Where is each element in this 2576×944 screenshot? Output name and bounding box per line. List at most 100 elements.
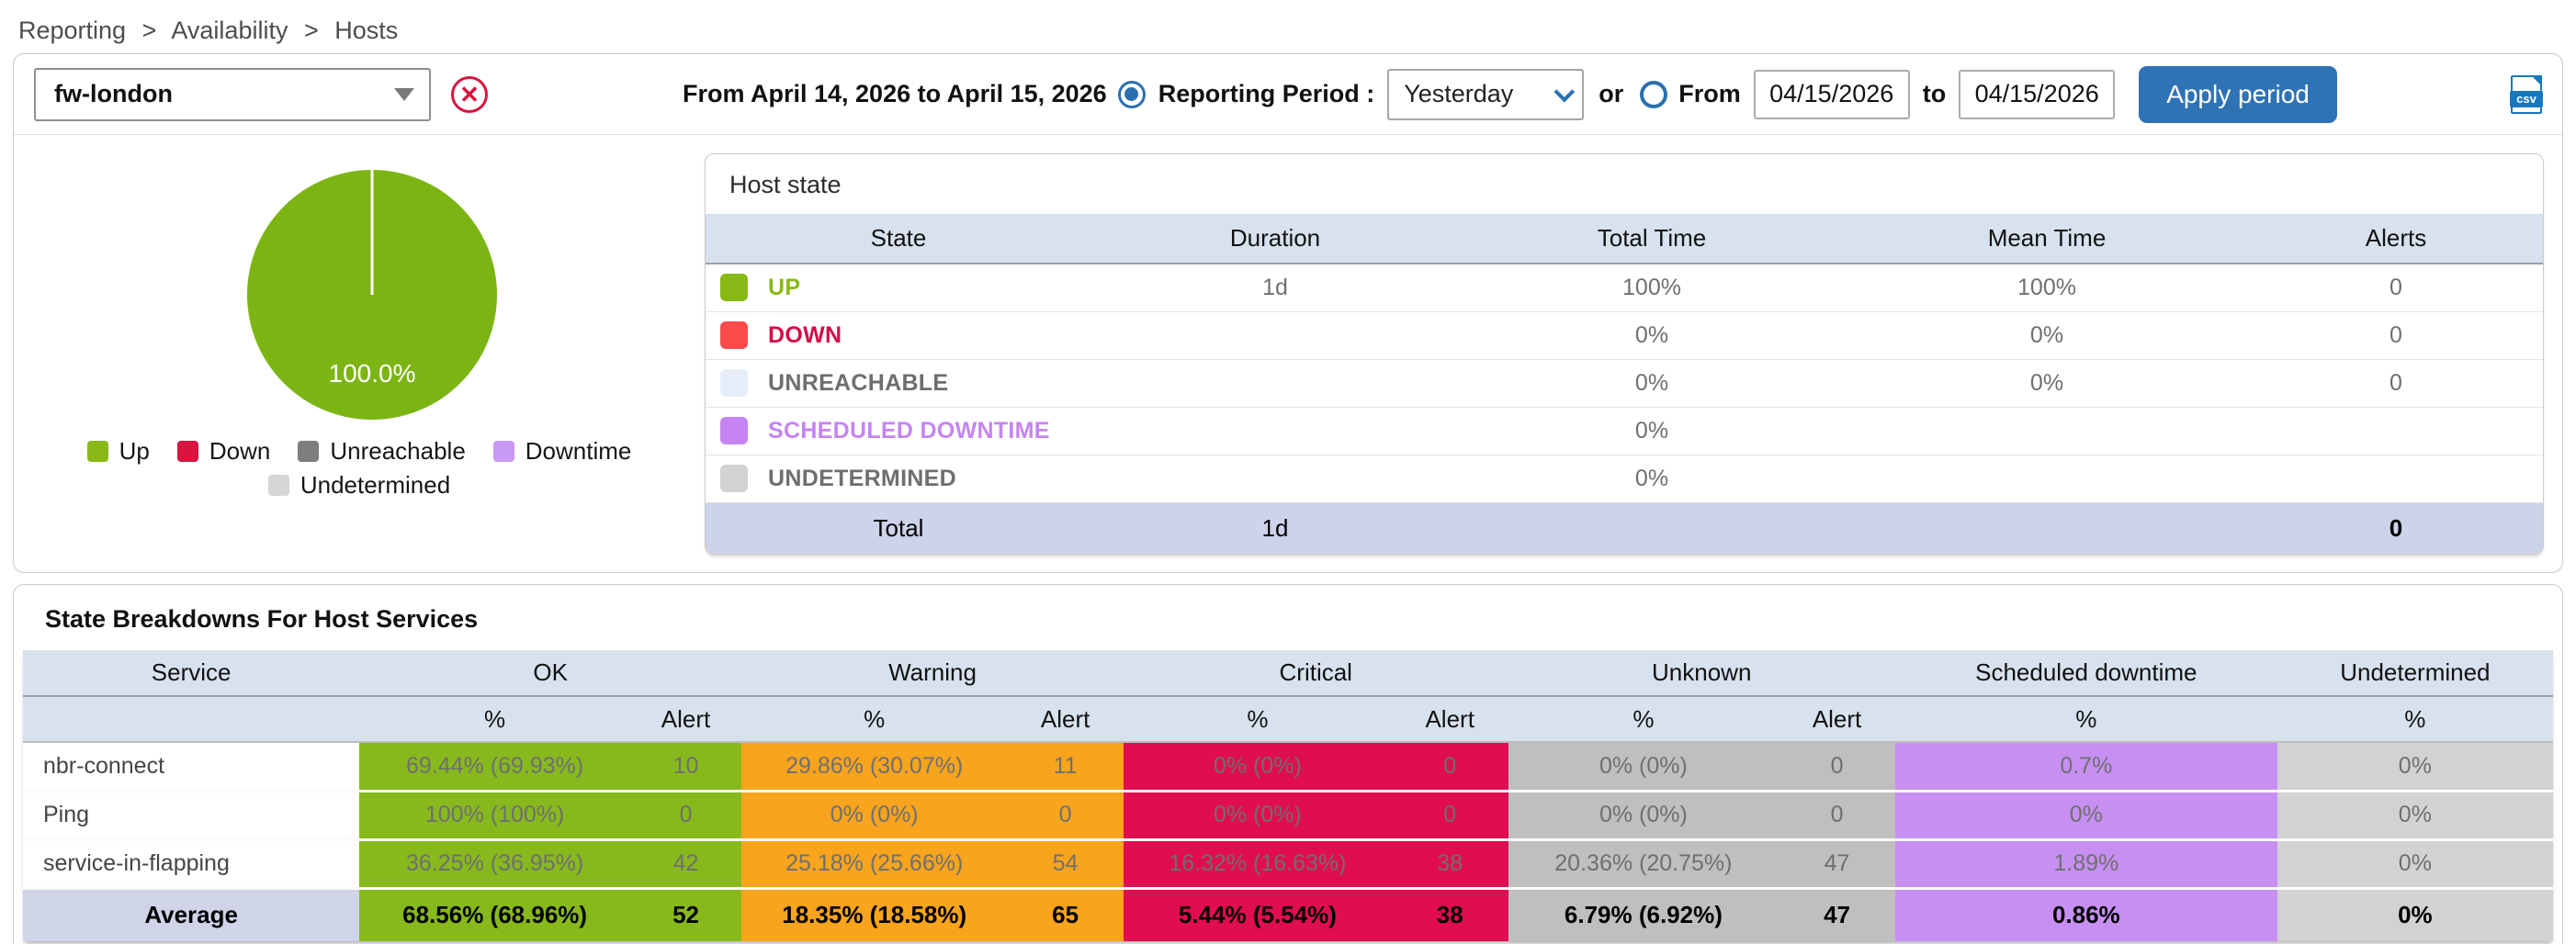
state-label: SCHEDULED DOWNTIME	[768, 418, 1050, 444]
legend-item-undetermined: Undetermined	[268, 471, 450, 500]
service-name: Ping	[23, 791, 359, 839]
breadcrumb-item-reporting[interactable]: Reporting	[18, 17, 126, 44]
chevron-down-icon	[394, 88, 414, 101]
mean-time-value	[1845, 455, 2249, 502]
col-service: Service	[23, 650, 359, 696]
unreachable-color-icon	[298, 441, 319, 462]
undetermined-pct: 0%	[2277, 839, 2553, 888]
scheduled-downtime-swatch-icon	[720, 417, 748, 444]
apply-period-button[interactable]: Apply period	[2139, 66, 2337, 123]
col-unknown: Unknown	[1508, 650, 1895, 696]
custom-range-radio[interactable]	[1640, 81, 1667, 108]
duration-value: 1d	[1091, 264, 1459, 311]
ok-alert: 0	[630, 791, 741, 839]
col-total-time: Total Time	[1459, 214, 1845, 264]
csv-export-icon[interactable]: csv	[2511, 75, 2542, 114]
state-label: DOWN	[768, 322, 842, 349]
col-critical: Critical	[1124, 650, 1508, 696]
total-time-value: 0%	[1459, 311, 1845, 359]
warning-alert: 54	[1007, 839, 1124, 888]
alerts-value: 0	[2249, 359, 2543, 407]
warning-pct: 0% (0%)	[741, 791, 1007, 839]
col-empty	[23, 696, 359, 742]
reporting-period-radio[interactable]	[1118, 81, 1146, 108]
critical-pct: 16.32% (16.63%)	[1124, 839, 1392, 888]
table-row-up: UP 1d 100% 100% 0	[706, 264, 2543, 311]
down-state-swatch-icon	[720, 321, 748, 349]
breakdowns-header-groups: Service OK Warning Critical Unknown Sche…	[23, 650, 2553, 696]
breakdowns-card: State Breakdowns For Host Services Servi…	[13, 584, 2563, 944]
legend-item-down: Down	[177, 437, 270, 466]
up-color-icon	[87, 441, 108, 462]
host-state-table: State Duration Total Time Mean Time Aler…	[706, 214, 2543, 554]
unknown-alert: 0	[1779, 791, 1895, 839]
col-critical-alert: Alert	[1392, 696, 1508, 742]
pie-legend-row2: Undetermined	[14, 471, 705, 500]
table-row-down: DOWN 0% 0% 0	[706, 311, 2543, 359]
total-time-value: 0%	[1459, 359, 1845, 407]
downtime-pct: 0.7%	[1895, 742, 2277, 791]
table-row-service: service-in-flapping 36.25% (36.95%) 42 2…	[23, 839, 2553, 888]
host-select[interactable]: fw-london	[34, 68, 431, 121]
col-scheduled-downtime: Scheduled downtime	[1895, 650, 2277, 696]
service-name: service-in-flapping	[23, 839, 359, 888]
toolbar: fw-london ✕ From April 14, 2026 to April…	[14, 54, 2562, 135]
critical-pct: 0% (0%)	[1124, 791, 1392, 839]
pie-legend: Up Down Unreachable Downtime	[14, 437, 705, 466]
col-ok: OK	[359, 650, 741, 696]
from-date-input[interactable]	[1754, 70, 1910, 119]
ok-pct: 69.44% (69.93%)	[359, 742, 630, 791]
downtime-pct: 0%	[1895, 791, 2277, 839]
clear-host-icon[interactable]: ✕	[451, 76, 488, 113]
col-ok-alert: Alert	[630, 696, 741, 742]
state-label: UNREACHABLE	[768, 370, 948, 397]
ok-pct: 100% (100%)	[359, 791, 630, 839]
breadcrumb-item-hosts[interactable]: Hosts	[334, 17, 398, 44]
host-select-value: fw-london	[54, 80, 173, 108]
legend-label: Undetermined	[300, 471, 450, 500]
pie-value-label: 100.0%	[329, 359, 416, 388]
critical-alert: 0	[1392, 742, 1508, 791]
page-fold-icon	[2531, 75, 2542, 86]
unknown-alert: 0	[1779, 742, 1895, 791]
breadcrumb-item-availability[interactable]: Availability	[171, 17, 288, 44]
undetermined-pct: 0%	[2277, 742, 2553, 791]
unknown-pct: 0% (0%)	[1508, 791, 1779, 839]
state-label: UP	[768, 275, 800, 301]
undetermined-color-icon	[268, 475, 289, 496]
legend-label: Up	[119, 437, 150, 466]
alerts-value	[2249, 455, 2543, 502]
downtime-color-icon	[493, 441, 514, 462]
radio-dot-icon	[1124, 87, 1138, 101]
col-undetermined: Undetermined	[2277, 650, 2553, 696]
total-time-value: 0%	[1459, 455, 1845, 502]
total-total-time	[1459, 502, 1845, 554]
total-time-value: 100%	[1459, 264, 1845, 311]
col-downtime-pct: %	[1895, 696, 2277, 742]
total-row: Total 1d 0	[706, 502, 2543, 554]
breakdowns-table: Service OK Warning Critical Unknown Sche…	[23, 650, 2553, 941]
mean-time-value: 0%	[1845, 359, 2249, 407]
mean-time-value	[1845, 407, 2249, 455]
downtime-pct: 0.86%	[1895, 888, 2277, 941]
unreachable-state-swatch-icon	[720, 369, 748, 397]
ok-alert: 10	[630, 742, 741, 791]
reporting-period-label: Reporting Period :	[1158, 80, 1375, 108]
warning-pct: 29.86% (30.07%)	[741, 742, 1007, 791]
undetermined-pct: 0%	[2277, 888, 2553, 941]
legend-label: Downtime	[525, 437, 632, 466]
col-warning: Warning	[741, 650, 1124, 696]
warning-alert: 11	[1007, 742, 1124, 791]
duration-value	[1091, 311, 1459, 359]
reporting-period-select[interactable]: Yesterday	[1387, 69, 1584, 120]
from-label: From	[1678, 80, 1741, 108]
undetermined-pct: 0%	[2277, 791, 2553, 839]
critical-alert: 38	[1392, 839, 1508, 888]
host-state-panel: Host state State Duration Total Time Mea…	[705, 153, 2544, 555]
duration-value	[1091, 407, 1459, 455]
to-label: to	[1923, 80, 1946, 108]
mean-time-value: 0%	[1845, 311, 2249, 359]
host-state-header-row: State Duration Total Time Mean Time Aler…	[706, 214, 2543, 264]
table-row-undetermined: UNDETERMINED 0%	[706, 455, 2543, 502]
to-date-input[interactable]	[1959, 70, 2115, 119]
